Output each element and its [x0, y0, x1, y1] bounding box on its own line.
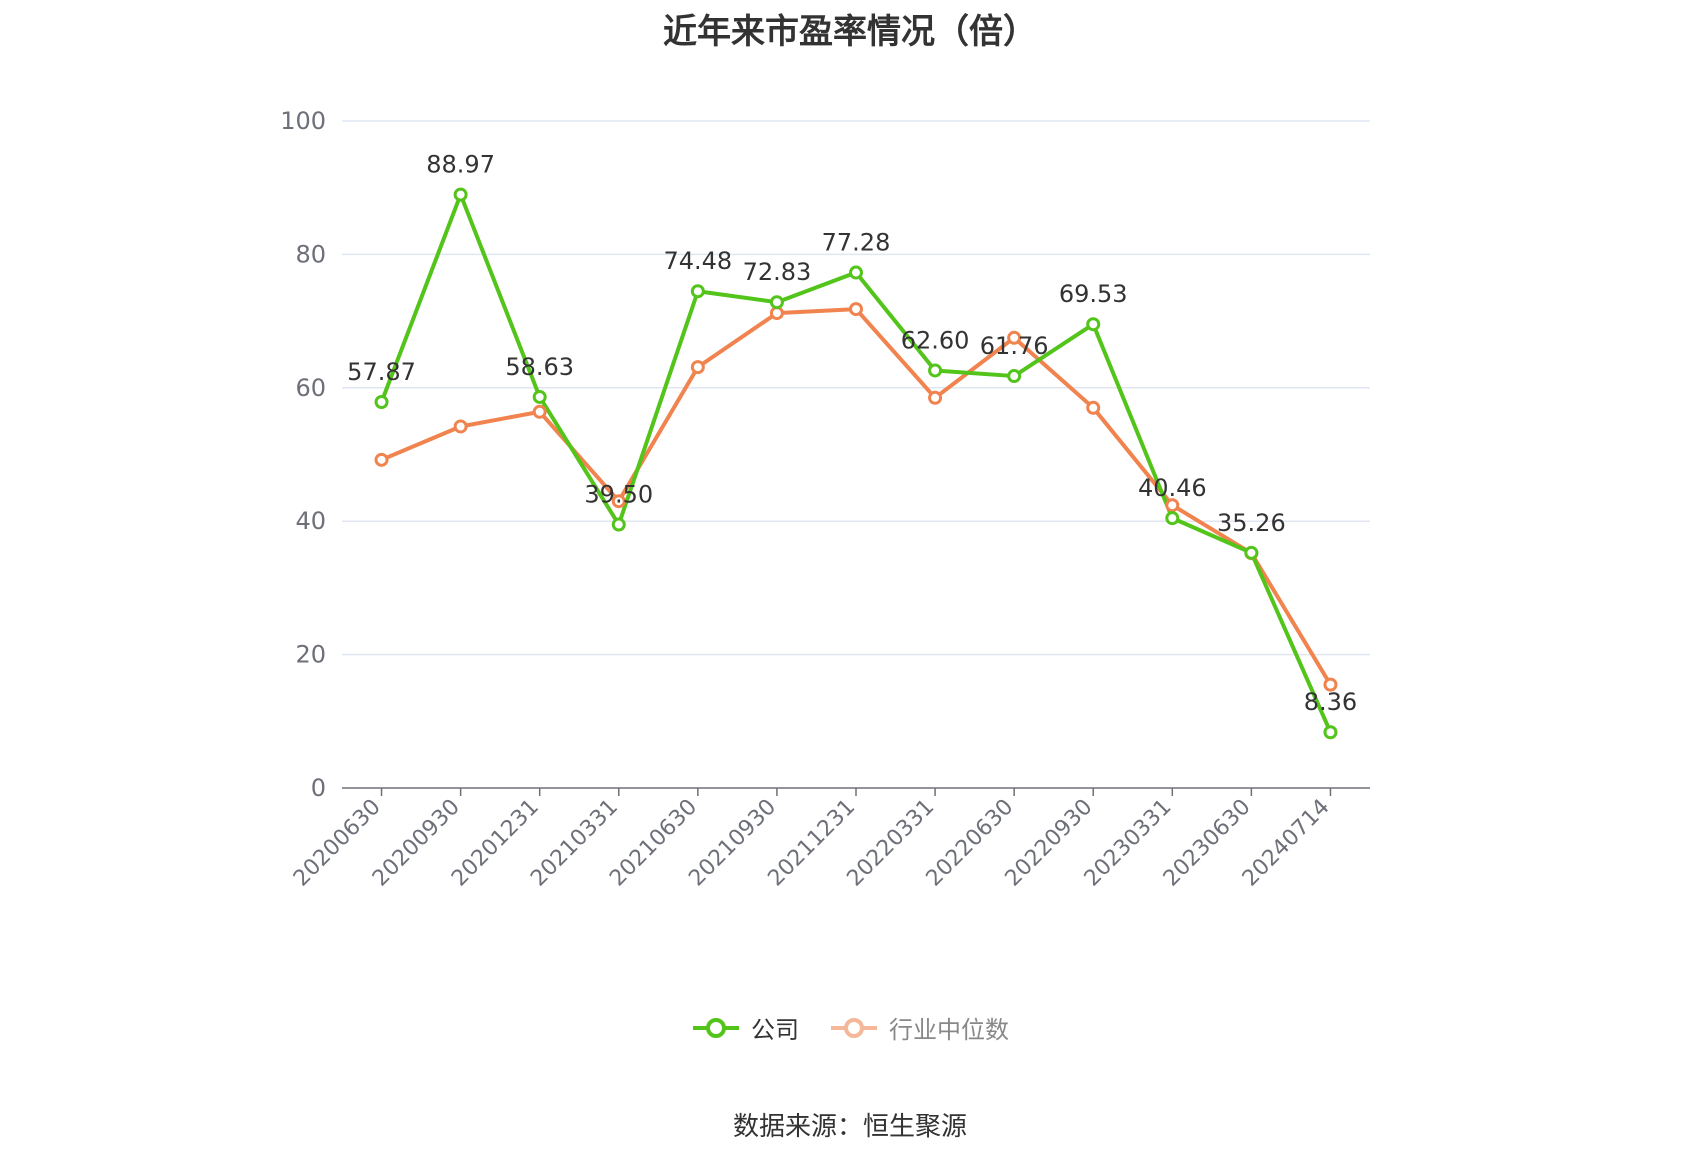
data-label: 40.46	[1138, 474, 1207, 502]
data-point-industry	[1007, 330, 1022, 345]
data-label: 77.28	[822, 229, 891, 257]
y-tick-label: 0	[311, 774, 326, 802]
axes: 0204060801002020063020200930202012312021…	[280, 107, 1370, 891]
data-point-company	[849, 265, 863, 280]
data-point-company	[374, 395, 389, 410]
data-label: 62.60	[901, 326, 970, 354]
data-label: 57.87	[347, 358, 416, 386]
data-point-industry	[611, 494, 626, 509]
data-point-industry	[1165, 498, 1180, 513]
data-point-industry	[769, 306, 784, 321]
data-point-industry	[690, 360, 705, 375]
data-point-industry	[928, 390, 943, 405]
data-point-company	[1244, 545, 1259, 560]
y-tick-label: 40	[295, 507, 326, 535]
data-label: 8.36	[1304, 688, 1357, 716]
data-point-industry	[532, 404, 547, 419]
chart-title: 近年来市盈率情况（倍）	[663, 12, 1037, 52]
source-note: 数据来源：恒生聚源	[732, 1112, 967, 1142]
data-point-company	[1007, 369, 1022, 384]
y-tick-label: 60	[295, 374, 326, 402]
data-label: 61.76	[980, 332, 1049, 360]
data-label: 58.63	[505, 353, 574, 381]
legend-industry-label: 行业中位数	[889, 1016, 1009, 1044]
data-point-company	[1323, 725, 1338, 740]
data-labels: 57.87 88.97 58.63 39.50 74.48 72.83 77.28 62.60…	[347, 151, 1357, 717]
data-point-company	[690, 284, 705, 299]
data-label: 88.97	[426, 151, 495, 179]
data-point-industry	[453, 419, 468, 434]
data-label: 35.26	[1217, 509, 1286, 537]
data-point-industry	[1086, 400, 1101, 415]
data-label: 74.48	[663, 247, 732, 275]
data-point-company	[1086, 317, 1101, 332]
data-point-company	[611, 517, 626, 532]
legend-company-label: 公司	[751, 1016, 799, 1044]
data-point-industry	[1323, 677, 1338, 692]
data-point-company	[769, 295, 784, 310]
data-label: 72.83	[743, 258, 812, 286]
data-point-company	[532, 389, 547, 404]
legend-item-industry[interactable]: 行业中位数	[829, 1010, 1009, 1045]
data-point-industry	[374, 452, 389, 467]
grid-lines	[342, 120, 1370, 656]
data-label: 69.53	[1059, 280, 1128, 308]
data-point-company	[453, 187, 468, 202]
y-tick-label: 100	[280, 107, 326, 135]
data-point-industry	[849, 302, 863, 317]
legend: 公司 行业中位数	[0, 1010, 1700, 1045]
data-point-company	[928, 363, 943, 378]
data-point-company	[1165, 511, 1180, 526]
y-tick-label: 80	[295, 240, 326, 268]
y-tick-label: 20	[295, 641, 326, 669]
legend-item-company[interactable]: 公司	[691, 1010, 799, 1045]
data-label: 39.50	[584, 481, 653, 509]
legend-industry-icon	[831, 1017, 877, 1038]
legend-company-icon	[693, 1017, 739, 1038]
data-points	[374, 187, 1338, 740]
